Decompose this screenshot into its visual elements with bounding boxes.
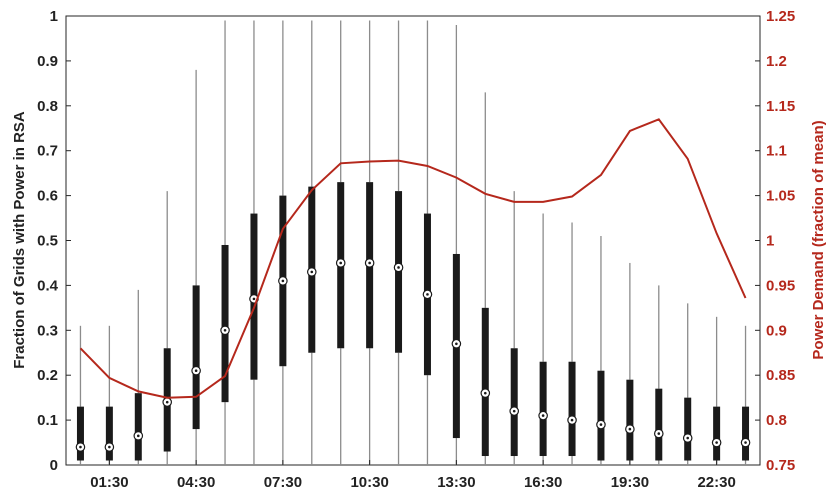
- median-dot: [79, 446, 82, 449]
- box-body: [106, 407, 113, 461]
- box-body: [626, 380, 633, 461]
- median-dot: [253, 298, 256, 301]
- bottom-tick-label: 16:30: [524, 474, 562, 491]
- bottom-tick-label: 01:30: [90, 474, 128, 491]
- right-tick-label: 1.05: [766, 188, 795, 205]
- right-tick-label: 0.8: [766, 412, 787, 429]
- box-body: [655, 389, 662, 461]
- right-tick-label: 0.95: [766, 277, 795, 294]
- median-dot: [224, 329, 227, 332]
- left-tick-label: 0.5: [37, 233, 58, 250]
- median-dot: [744, 441, 747, 444]
- bottom-tick-label: 13:30: [437, 474, 475, 491]
- median-dot: [715, 441, 718, 444]
- right-tick-label: 1.15: [766, 98, 795, 115]
- median-dot: [657, 432, 660, 435]
- box-body: [684, 398, 691, 461]
- median-dot: [137, 435, 140, 438]
- median-dot: [629, 428, 632, 431]
- median-dot: [484, 392, 487, 395]
- box-body: [193, 285, 200, 429]
- bottom-tick-label: 19:30: [611, 474, 649, 491]
- box-body: [482, 308, 489, 456]
- median-dot: [195, 369, 198, 372]
- left-tick-label: 0.4: [37, 277, 59, 294]
- box-body: [77, 407, 84, 461]
- median-dot: [368, 262, 371, 265]
- right-tick-label: 0.75: [766, 457, 795, 474]
- median-dot: [166, 401, 169, 404]
- left-tick-label: 0.7: [37, 143, 58, 160]
- left-tick-label: 0.6: [37, 188, 58, 205]
- bottom-tick-label: 07:30: [264, 474, 302, 491]
- median-dot: [686, 437, 689, 440]
- median-dot: [455, 342, 458, 345]
- left-tick-label: 0.1: [37, 412, 58, 429]
- left-axis-title: Fraction of Grids with Power in RSA: [11, 111, 28, 369]
- box-body: [569, 362, 576, 456]
- left-tick-label: 0.2: [37, 367, 58, 384]
- bottom-tick-label: 22:30: [697, 474, 735, 491]
- left-tick-label: 0: [50, 457, 58, 474]
- right-tick-label: 1.1: [766, 143, 787, 160]
- bottom-tick-label: 04:30: [177, 474, 215, 491]
- left-tick-label: 0.8: [37, 98, 58, 115]
- median-dot: [513, 410, 516, 413]
- median-dot: [108, 446, 111, 449]
- right-tick-label: 1.2: [766, 53, 787, 70]
- median-dot: [282, 280, 285, 283]
- box-body: [135, 393, 142, 460]
- right-tick-label: 1: [766, 233, 774, 250]
- median-dot: [542, 414, 545, 417]
- median-dot: [426, 293, 429, 296]
- left-tick-label: 0.3: [37, 322, 58, 339]
- median-dot: [571, 419, 574, 422]
- box-body: [597, 371, 604, 461]
- median-dot: [310, 271, 313, 274]
- median-dot: [397, 266, 400, 269]
- median-dot: [600, 423, 603, 426]
- box-body: [742, 407, 749, 461]
- right-axis-ticks: 0.75 0.8 0.85 0.9 0.95 1 1.05 1.1 1.15 1.2 1.25: [755, 8, 795, 474]
- left-tick-label: 1: [50, 8, 58, 25]
- box-body: [713, 407, 720, 461]
- left-tick-label: 0.9: [37, 53, 58, 70]
- right-tick-label: 0.85: [766, 367, 795, 384]
- right-axis-title: Power Demand (fraction of mean): [810, 120, 827, 359]
- box-body: [511, 348, 518, 456]
- right-tick-label: 1.25: [766, 8, 795, 25]
- median-dot: [339, 262, 342, 265]
- box-body: [540, 362, 547, 456]
- right-tick-label: 0.9: [766, 322, 787, 339]
- bottom-tick-label: 10:30: [350, 474, 388, 491]
